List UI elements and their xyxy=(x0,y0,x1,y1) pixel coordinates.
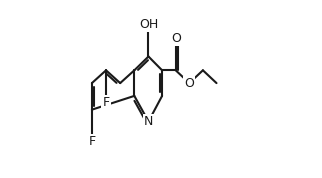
Text: OH: OH xyxy=(139,18,158,31)
Text: F: F xyxy=(88,135,95,148)
Text: F: F xyxy=(102,96,109,109)
Text: O: O xyxy=(185,77,194,90)
Text: O: O xyxy=(171,32,181,45)
Text: N: N xyxy=(144,115,153,128)
